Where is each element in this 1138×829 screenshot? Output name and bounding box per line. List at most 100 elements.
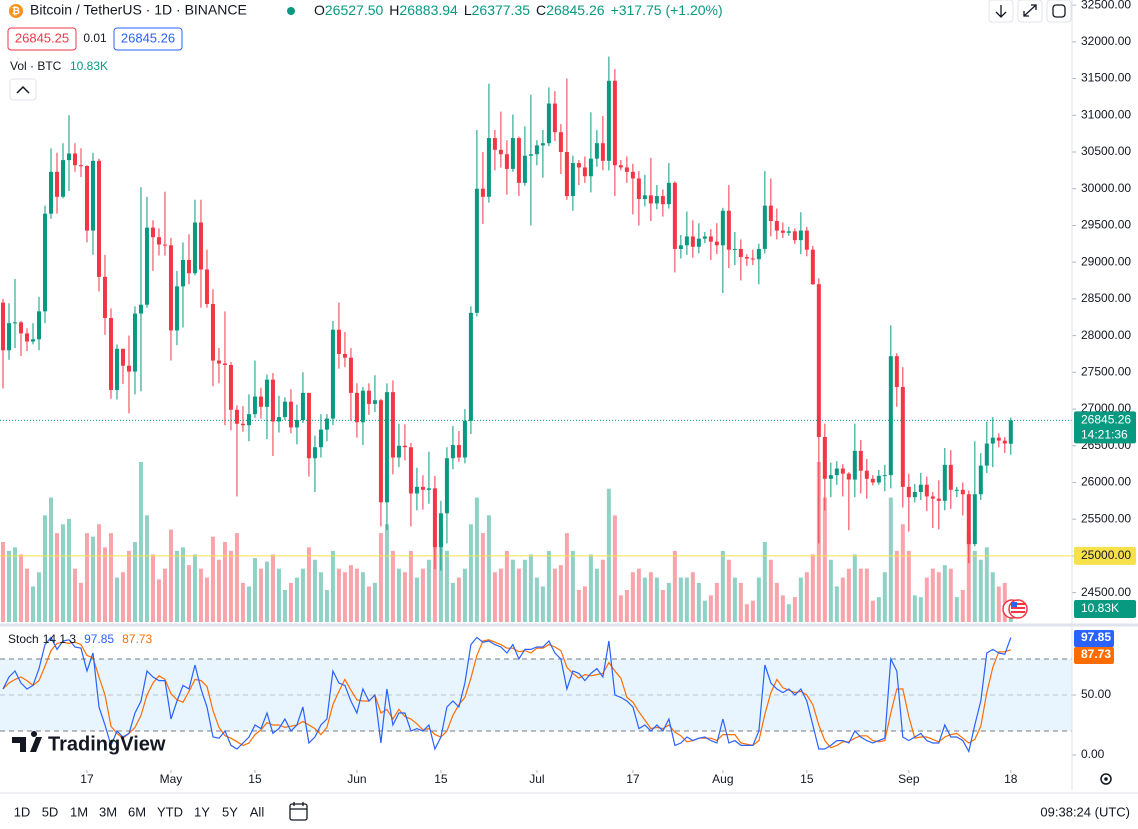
volume-bar — [702, 600, 707, 622]
volume-bar — [822, 497, 827, 622]
candle-body — [414, 486, 419, 494]
stoch-tag — [1074, 647, 1114, 664]
candle-body — [912, 492, 917, 498]
volume-bar — [438, 524, 443, 622]
range-button[interactable]: YTD — [157, 804, 183, 819]
volume-bar — [216, 559, 221, 622]
volume-bar — [336, 568, 341, 622]
y-tick-label: 0.00 — [1081, 747, 1105, 761]
volume-bar — [738, 582, 743, 622]
volume-bar — [918, 597, 923, 622]
volume-bar — [432, 542, 437, 622]
candle-body — [312, 447, 317, 459]
volume-bar — [120, 572, 125, 622]
maximize-icon — [1023, 4, 1037, 17]
volume-bar — [456, 577, 461, 622]
stoch-tag-label: 87.73 — [1081, 647, 1111, 661]
volume-bar — [36, 572, 41, 622]
candle-body — [6, 323, 11, 351]
candle-body — [516, 138, 521, 183]
candle-body — [792, 231, 797, 241]
candle-body — [1008, 420, 1013, 444]
volume-bar — [570, 550, 575, 622]
range-button[interactable]: 1M — [70, 804, 88, 819]
candle-body — [144, 227, 149, 305]
candle-body — [132, 313, 137, 372]
volume-bar — [180, 547, 185, 622]
volume-bar — [108, 533, 113, 622]
range-button[interactable]: 5D — [42, 804, 59, 819]
range-button[interactable]: 1Y — [194, 804, 210, 819]
volume-bar — [786, 604, 791, 622]
volume-bar — [156, 579, 161, 622]
candle-body — [48, 171, 53, 214]
candle-body — [744, 257, 749, 259]
range-button[interactable]: 3M — [99, 804, 117, 819]
candle-body — [528, 154, 533, 156]
stoch-line — [2, 636, 1012, 754]
candle-body — [114, 348, 119, 390]
volume-bar — [132, 542, 137, 622]
range-button[interactable]: 1D — [14, 804, 31, 819]
candle-body — [876, 475, 881, 483]
range-button[interactable]: All — [250, 804, 265, 819]
range-button[interactable]: 6M — [128, 804, 146, 819]
volume-bar — [978, 559, 983, 622]
stoch-tag-label: 97.85 — [1081, 630, 1111, 644]
x-tick-label: 15 — [800, 772, 814, 786]
volume-bar — [78, 582, 83, 622]
volume-bar — [696, 582, 701, 622]
range-button[interactable]: 5Y — [222, 804, 238, 819]
bid-box[interactable] — [7, 27, 77, 51]
candle-body — [474, 188, 479, 313]
volume-bar — [546, 550, 551, 622]
volume-bar — [414, 577, 419, 622]
candle-body — [360, 390, 365, 423]
candle-body — [168, 245, 173, 331]
collapse-button[interactable] — [9, 78, 37, 101]
candle-body — [630, 171, 635, 179]
volume-bar — [228, 550, 233, 622]
volume-bar — [306, 547, 311, 622]
volume-bar — [768, 559, 773, 622]
volume-bar — [510, 559, 515, 622]
volume-bar — [486, 515, 491, 622]
settings-button[interactable] — [1046, 0, 1072, 23]
ask-box[interactable] — [113, 27, 183, 51]
x-tick-label: Jul — [529, 772, 544, 786]
candle-body — [402, 445, 407, 448]
volume-bar — [948, 568, 953, 622]
volume-bar — [588, 554, 593, 622]
volume-bar — [516, 568, 521, 622]
y-tick-label: 32000.00 — [1081, 34, 1131, 48]
axis-settings[interactable] — [1100, 773, 1112, 785]
volume-bar — [114, 577, 119, 622]
volume-bar — [318, 572, 323, 622]
volume-bar — [12, 547, 17, 622]
x-tick-label: 17 — [626, 772, 640, 786]
candle-body — [408, 447, 413, 494]
volume-bar — [630, 572, 635, 622]
candle-body — [432, 488, 437, 548]
volume-bar — [162, 568, 167, 622]
volume-bar — [678, 577, 683, 622]
bid: 26845.25 — [15, 30, 69, 45]
volume-bar — [42, 515, 47, 622]
volume-bar — [294, 577, 299, 622]
candle-body — [600, 143, 605, 161]
volume-bar — [342, 572, 347, 622]
volume-bar — [804, 572, 809, 622]
volume-bar — [54, 533, 59, 622]
y-tick-label: 27500.00 — [1081, 364, 1131, 378]
candle-body — [138, 304, 143, 314]
candle-body — [150, 227, 155, 238]
candle-body — [462, 420, 467, 458]
volume-bar — [888, 497, 893, 622]
candle-body — [816, 284, 821, 437]
symbol-title: Bitcoin / TetherUS · 1D · BINANCE — [30, 2, 247, 18]
x-tick-label: 17 — [80, 772, 94, 786]
goto-date-icon[interactable] — [289, 803, 308, 821]
volume-bar — [876, 597, 881, 622]
candle-body — [726, 210, 731, 250]
volume-bar — [144, 515, 149, 622]
